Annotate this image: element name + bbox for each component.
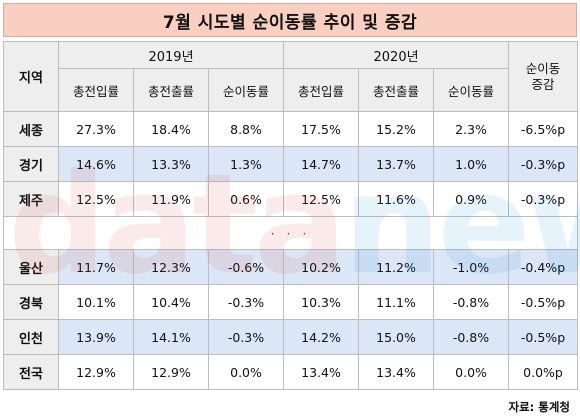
value-cell: 13.4% [358, 354, 435, 390]
table-row: 울산 11.7% 12.3% -0.6% 10.2% 11.2% -1.0% -… [3, 249, 579, 285]
value-cell: -0.3% [207, 319, 285, 355]
ellipsis-text: · · · [2, 216, 579, 250]
net-migration-table: 지역 2019년 2020년 순이동 증감 총전입률 총전출률 순이동률 총전입… [2, 41, 579, 390]
table-title: 7월 시도별 순이동률 추이 및 증감 [162, 12, 418, 33]
value-cell: 13.3% [133, 146, 209, 182]
region-cell: 울산 [3, 249, 59, 285]
value-cell: 10.1% [58, 284, 134, 320]
value-cell: 10.2% [283, 249, 360, 285]
region-cell: 경기 [3, 146, 59, 182]
value-cell: 11.6% [358, 181, 435, 217]
region-header: 지역 [3, 41, 59, 112]
year-2020-header: 2020년 [283, 41, 510, 69]
value-cell: 11.9% [133, 181, 209, 217]
value-cell: 12.5% [58, 181, 134, 217]
in-rate-2020-header: 총전입률 [283, 68, 360, 112]
value-cell: 1.3% [207, 146, 285, 182]
value-cell: 2.3% [433, 111, 510, 147]
out-rate-2019-header: 총전출률 [133, 68, 209, 112]
out-rate-2020-header: 총전출률 [358, 68, 435, 112]
value-cell: 14.1% [133, 319, 209, 355]
region-cell: 전국 [3, 354, 59, 390]
change-cell: -0.3%p [508, 181, 579, 217]
ellipsis-row: · · · [2, 216, 579, 250]
change-cell: -0.5%p [508, 284, 579, 320]
net-rate-2019-header: 순이동률 [207, 68, 285, 112]
value-cell: 12.9% [133, 354, 209, 390]
value-cell: 17.5% [283, 111, 360, 147]
value-cell: 12.5% [283, 181, 360, 217]
change-cell: -0.5%p [508, 319, 579, 355]
value-cell: 0.9% [433, 181, 510, 217]
value-cell: 10.4% [133, 284, 209, 320]
table-title-bar: 7월 시도별 순이동률 추이 및 증감 [3, 3, 577, 37]
table-row: 경기 14.6% 13.3% 1.3% 14.7% 13.7% 1.0% -0.… [3, 146, 579, 182]
value-cell: 1.0% [433, 146, 510, 182]
source-note: 자료: 통계청 [508, 400, 570, 414]
value-cell: 13.4% [283, 354, 360, 390]
value-cell: 0.0% [207, 354, 285, 390]
change-cell: 0.0%p [508, 354, 579, 390]
value-cell: 18.4% [133, 111, 209, 147]
table-row: 인천 13.9% 14.1% -0.3% 14.2% 15.0% -0.8% -… [3, 319, 579, 355]
region-cell: 인천 [3, 319, 59, 355]
value-cell: -0.3% [207, 284, 285, 320]
value-cell: 12.3% [133, 249, 209, 285]
region-cell: 제주 [3, 181, 59, 217]
net-rate-2020-header: 순이동률 [433, 68, 510, 112]
value-cell: 11.7% [58, 249, 134, 285]
value-cell: 14.6% [58, 146, 134, 182]
value-cell: 12.9% [58, 354, 134, 390]
value-cell: -0.6% [207, 249, 285, 285]
value-cell: 0.0% [433, 354, 510, 390]
change-cell: -6.5%p [508, 111, 579, 147]
value-cell: 13.9% [58, 319, 134, 355]
value-cell: 11.1% [358, 284, 435, 320]
in-rate-2019-header: 총전입률 [58, 68, 134, 112]
net-change-header: 순이동 증감 [508, 41, 579, 112]
value-cell: 15.0% [358, 319, 435, 355]
value-cell: 0.6% [207, 181, 285, 217]
year-2019-header: 2019년 [57, 41, 285, 69]
change-cell: -0.3%p [508, 146, 579, 182]
table-row: 제주 12.5% 11.9% 0.6% 12.5% 11.6% 0.9% -0.… [3, 181, 579, 217]
value-cell: 15.2% [358, 111, 435, 147]
region-cell: 경북 [3, 284, 59, 320]
table-row: 경북 10.1% 10.4% -0.3% 10.3% 11.1% -0.8% -… [3, 284, 579, 320]
table-row: 전국 12.9% 12.9% 0.0% 13.4% 13.4% 0.0% 0.0… [3, 354, 579, 390]
value-cell: -0.8% [433, 319, 510, 355]
value-cell: 27.3% [58, 111, 134, 147]
change-cell: -0.4%p [508, 249, 579, 285]
value-cell: 14.7% [283, 146, 360, 182]
value-cell: 8.8% [207, 111, 285, 147]
value-cell: -1.0% [433, 249, 510, 285]
region-cell: 세종 [3, 111, 59, 147]
value-cell: -0.8% [433, 284, 510, 320]
value-cell: 11.2% [358, 249, 435, 285]
table-row: 세종 27.3% 18.4% 8.8% 17.5% 15.2% 2.3% -6.… [3, 111, 579, 147]
value-cell: 13.7% [358, 146, 435, 182]
value-cell: 10.3% [283, 284, 360, 320]
value-cell: 14.2% [283, 319, 360, 355]
